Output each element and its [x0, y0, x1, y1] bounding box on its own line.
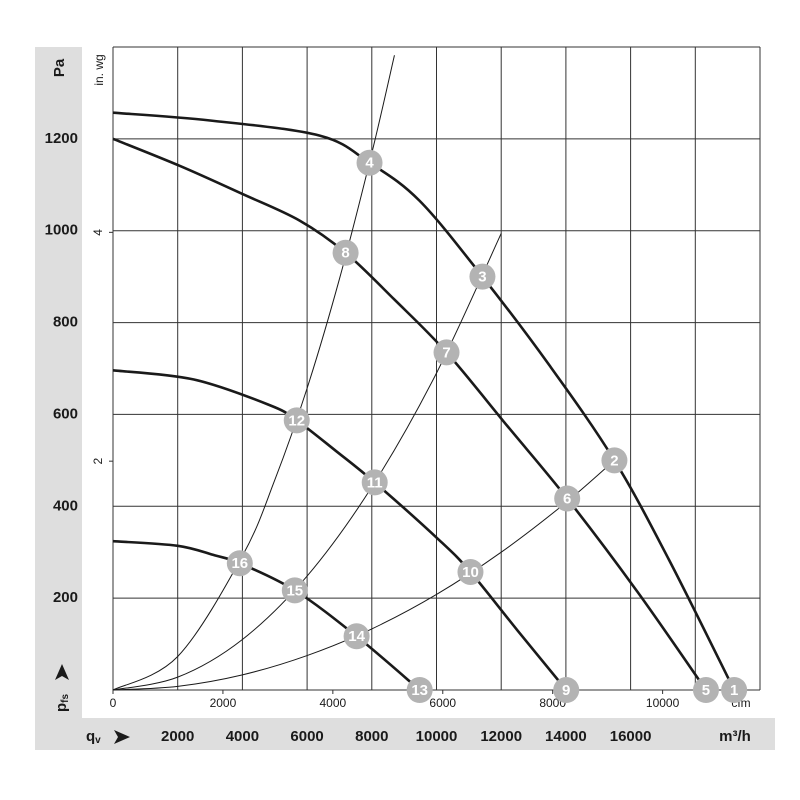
fan-curve	[112, 137, 708, 691]
y-tick-label: 800	[53, 314, 78, 331]
y-tick-label: 1200	[45, 130, 78, 147]
x-tick-label: 6000	[290, 728, 323, 745]
x-symbol: qv	[86, 728, 101, 746]
operating-point-label: 14	[348, 628, 365, 645]
y-axis-label: Pa	[51, 58, 68, 77]
x-tick-label: 10000	[416, 728, 458, 745]
y-tick-label: 1000	[45, 222, 78, 239]
operating-point	[554, 485, 581, 512]
x-arrow	[114, 730, 130, 744]
operating-point	[692, 677, 719, 703]
y-tick-label: 200	[53, 589, 78, 606]
x-tick-label: 12000	[480, 728, 522, 745]
operating-point	[406, 677, 433, 703]
operating-point-label: 3	[478, 269, 486, 286]
y-symbol-main: p	[53, 703, 70, 712]
operating-point	[457, 558, 484, 585]
fan-curve	[112, 369, 568, 691]
operating-point-label: 16	[231, 555, 248, 572]
y2-tick-label: 2	[91, 458, 105, 465]
operating-point-label: 9	[562, 682, 570, 699]
x2-tick-label: 0	[110, 696, 117, 710]
operating-point	[343, 623, 370, 650]
x2-tick-label: 10000	[646, 696, 680, 710]
operating-point	[469, 263, 496, 290]
y-tick-label: 600	[53, 405, 78, 422]
operating-point-label: 10	[462, 564, 479, 581]
x-tick-label: 16000	[610, 728, 652, 745]
operating-point	[433, 339, 460, 366]
y-symbol: pfs	[53, 693, 71, 712]
y-symbol-sub: fs	[60, 693, 71, 702]
operating-point	[332, 239, 359, 266]
operating-point	[601, 447, 628, 474]
operating-point-label: 8	[341, 245, 349, 262]
operating-point-label: 5	[702, 682, 710, 699]
operating-point	[721, 677, 748, 703]
operating-point-label: 6	[563, 490, 571, 507]
y-arrow	[55, 664, 69, 680]
fan-curve	[112, 111, 736, 691]
operating-point	[553, 677, 580, 703]
bottom-band	[35, 718, 775, 750]
system-curve	[112, 459, 615, 691]
y2-axis-label: in. wg	[92, 54, 106, 85]
y-tick-label: 400	[53, 497, 78, 514]
operating-point	[356, 149, 383, 176]
x2-tick-label: 6000	[429, 696, 456, 710]
fan-curve	[112, 539, 421, 691]
operating-point-label: 13	[411, 682, 428, 699]
x-tick-label: 8000	[355, 728, 388, 745]
y2-tick-label: 4	[91, 229, 105, 236]
operating-point	[281, 577, 308, 604]
operating-point-label: 4	[365, 155, 374, 172]
operating-point-label: 1	[730, 682, 738, 699]
x-symbol-main: q	[86, 728, 95, 745]
operating-point-label: 15	[286, 582, 303, 599]
operating-point-label: 11	[367, 474, 383, 491]
x-axis-label: m³/h	[719, 728, 751, 745]
operating-point	[283, 407, 310, 434]
operating-point	[361, 469, 388, 496]
x-tick-label: 2000	[161, 728, 194, 745]
left-band	[35, 47, 82, 750]
x-tick-label: 14000	[545, 728, 587, 745]
operating-point-label: 7	[442, 344, 450, 361]
operating-point-label: 12	[288, 412, 305, 429]
x-tick-label: 4000	[226, 728, 259, 745]
operating-point	[226, 550, 253, 577]
x2-tick-label: 2000	[210, 696, 237, 710]
operating-point-label: 2	[610, 452, 618, 469]
x-symbol-sub: v	[95, 735, 101, 746]
x2-tick-label: 4000	[319, 696, 346, 710]
